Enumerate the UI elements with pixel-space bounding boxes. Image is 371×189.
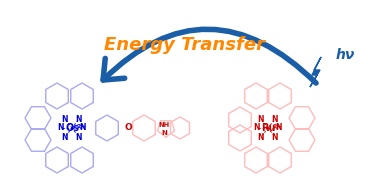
Text: N: N (76, 132, 82, 142)
Text: N: N (272, 115, 278, 123)
Text: N: N (258, 115, 264, 123)
Text: N: N (276, 123, 282, 132)
Text: NH: NH (158, 122, 170, 128)
Text: N: N (254, 123, 260, 132)
Polygon shape (310, 57, 321, 87)
Text: hν: hν (335, 48, 355, 62)
Text: Ru: Ru (261, 123, 275, 133)
Text: N: N (58, 123, 64, 132)
Text: N: N (76, 115, 82, 123)
Text: N: N (80, 123, 86, 132)
Text: N: N (62, 132, 68, 142)
Text: O: O (124, 123, 132, 132)
Text: N: N (62, 115, 68, 123)
Text: N: N (272, 132, 278, 142)
Text: Energy Transfer: Energy Transfer (105, 36, 266, 54)
Text: Os: Os (65, 123, 79, 133)
FancyArrowPatch shape (103, 29, 316, 83)
Text: N: N (161, 130, 167, 136)
Text: 2+: 2+ (272, 123, 282, 129)
Text: 2+: 2+ (76, 123, 86, 129)
Text: N: N (258, 132, 264, 142)
